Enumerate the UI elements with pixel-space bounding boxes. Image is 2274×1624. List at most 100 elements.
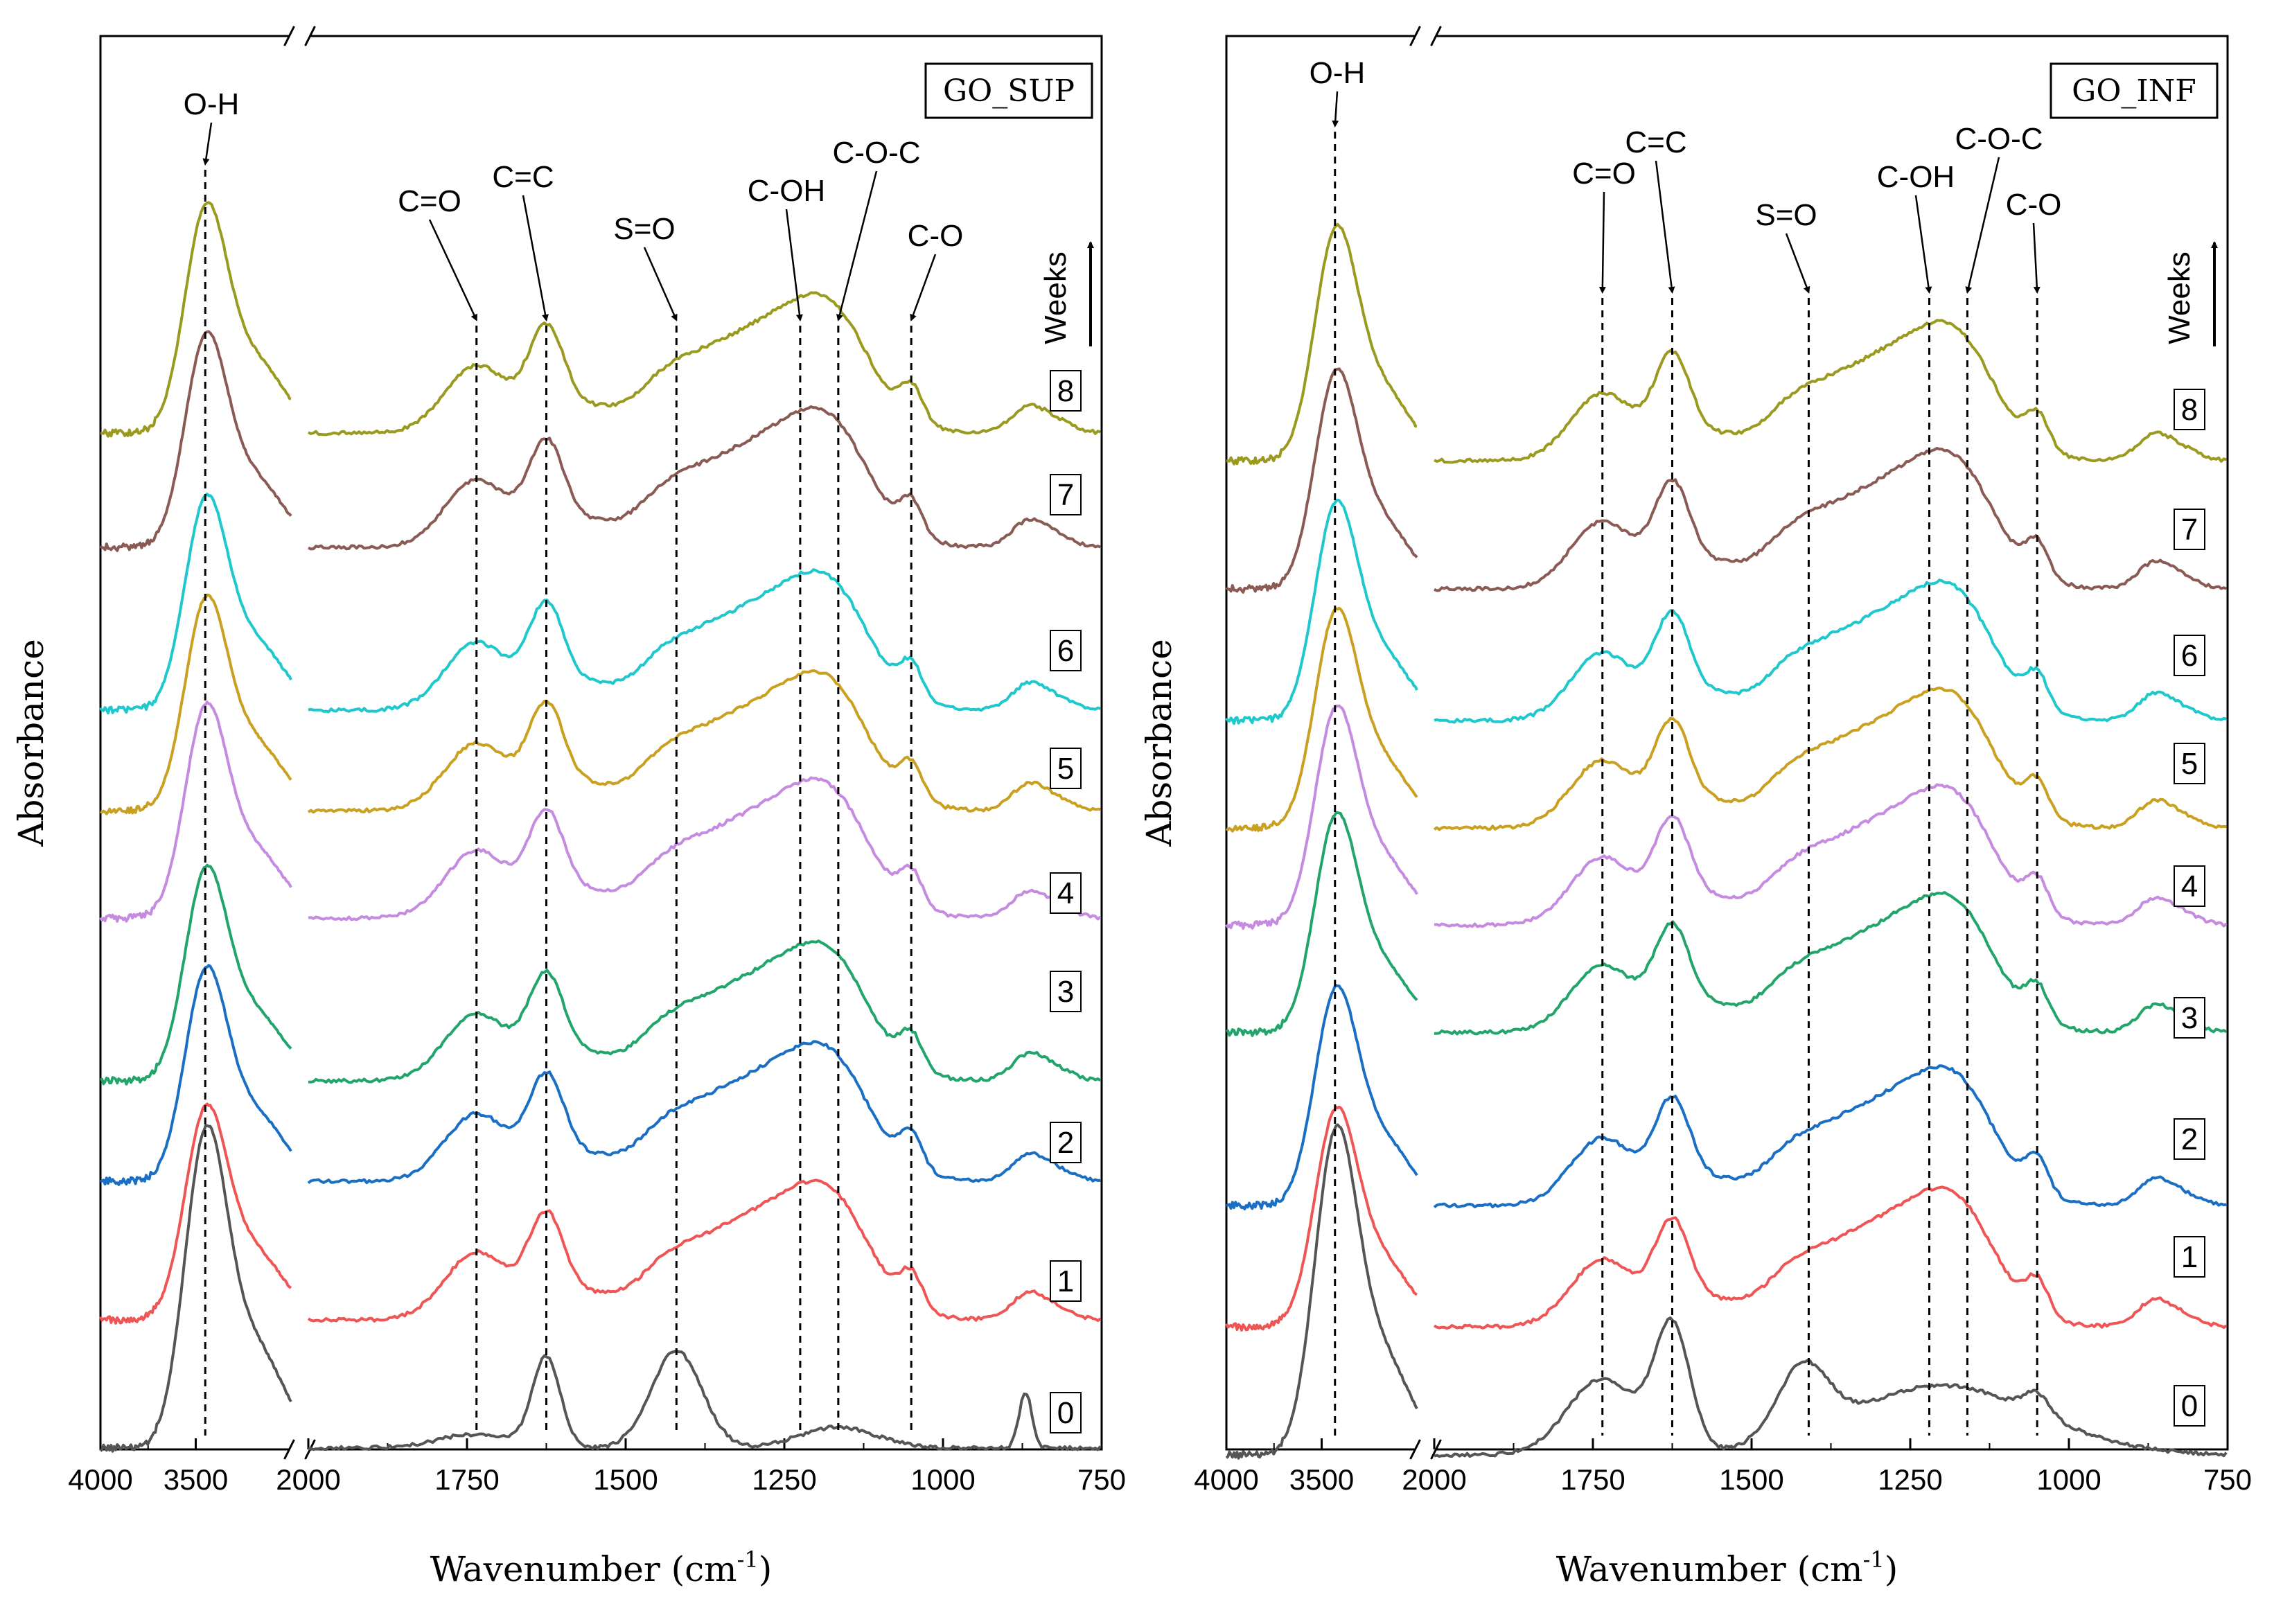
x-axis-title-close: )	[1885, 1549, 1898, 1589]
peak-label-O-H: O-H	[184, 87, 240, 121]
week-label-1: 1	[2181, 1240, 2198, 1274]
spectrum-week-5	[1433, 686, 2227, 831]
x-tick-label: 1500	[1719, 1463, 1783, 1496]
x-tick-label: 1000	[910, 1463, 975, 1496]
peak-arrow-C=C	[1655, 160, 1675, 294]
peak-label-C=O: C=O	[1572, 157, 1636, 191]
spectrum-week-1-oh-region	[99, 1102, 292, 1325]
x-axis-title-close: )	[759, 1549, 773, 1589]
week-label-8: 8	[2181, 393, 2198, 427]
x-tick-label: 750	[1077, 1463, 1126, 1496]
week-label-3: 3	[2181, 1001, 2198, 1035]
spectrum-week-3	[1434, 891, 2228, 1036]
peak-arrow-C-O	[2032, 222, 2041, 294]
spectrum-week-6-oh-region	[99, 493, 292, 715]
spectrum-week-7-oh-region	[99, 330, 292, 552]
week-label-box	[2174, 1236, 2205, 1278]
spectrum-week-0-oh-region	[99, 1124, 292, 1453]
week-label-box	[2174, 635, 2205, 676]
week-label-1: 1	[1057, 1264, 1074, 1298]
axis-break-gap	[1416, 32, 1436, 40]
weeks-label: Weeks	[2162, 251, 2196, 344]
week-label-box	[1050, 748, 1082, 789]
spectrum-week-2	[307, 1040, 1101, 1185]
week-label-6: 6	[1057, 634, 1074, 668]
spectrum-week-3	[308, 939, 1102, 1084]
x-tick-label: 1750	[1560, 1463, 1625, 1496]
panel-title-box	[2050, 62, 2219, 119]
x-axis-title-sup: -1	[1863, 1546, 1885, 1573]
spectrum-week-5-oh-region	[100, 593, 292, 815]
week-label-box	[1050, 971, 1082, 1012]
peak-label-C-OH: C-OH	[1877, 160, 1955, 194]
y-axis-title: Absorbance	[11, 639, 51, 847]
peak-label-O-H: O-H	[1310, 56, 1366, 90]
x-tick-label: 4000	[1194, 1463, 1258, 1496]
axis-break-gap	[290, 32, 310, 40]
week-label-box	[1050, 370, 1082, 412]
spectrum-week-2	[1433, 1064, 2227, 1209]
week-label-box	[2174, 743, 2205, 784]
axis-break-mark	[304, 26, 316, 46]
spectrum-week-1-oh-region	[1225, 1105, 1418, 1332]
spectrum-week-8	[308, 291, 1101, 436]
x-tick-label: 1500	[593, 1463, 658, 1496]
spectrum-week-0	[308, 1349, 1102, 1451]
week-label-4: 4	[2181, 870, 2198, 903]
x-tick-label: 4000	[68, 1463, 132, 1496]
peak-arrow-S=O	[643, 247, 678, 321]
week-label-7: 7	[1057, 478, 1074, 512]
week-label-5: 5	[1057, 752, 1074, 786]
spectrum-week-4-oh-region	[99, 700, 292, 923]
week-label-3: 3	[1057, 975, 1074, 1009]
week-label-0: 0	[2181, 1389, 2198, 1423]
peak-arrow-C-OH	[1914, 195, 1932, 294]
spectrum-week-0-oh-region	[1225, 1123, 1418, 1460]
spectrum-week-7-oh-region	[1225, 367, 1418, 594]
peak-arrow-O-H	[202, 122, 213, 166]
peak-label-S=O: S=O	[613, 212, 675, 246]
panel-go-sup: 4000 3500 2000 1750 1500 1250 1000 750Wavenumbe…	[11, 26, 1126, 1589]
axis-break-mark	[283, 26, 295, 46]
axis-break-gap	[1416, 1445, 1436, 1454]
plot-frame	[1225, 35, 2229, 1451]
panel-title: GO_INF	[2072, 73, 2196, 109]
week-label-0: 0	[1057, 1396, 1074, 1430]
x-tick-label: 1250	[752, 1463, 816, 1496]
week-label-box	[2174, 997, 2205, 1039]
x-tick-label: 3500	[1289, 1463, 1354, 1496]
x-tick-label: 3500	[164, 1463, 228, 1496]
peak-label-C-O: C-O	[908, 219, 964, 253]
spectrum-week-3-oh-region	[1226, 811, 1418, 1037]
spectrum-week-6-oh-region	[1225, 498, 1418, 725]
week-label-box	[1050, 474, 1082, 515]
peak-arrow-S=O	[1785, 233, 1810, 294]
week-label-box	[2174, 1118, 2205, 1160]
peak-arrow-C=C	[522, 195, 549, 321]
spectrum-week-7	[1434, 447, 2227, 592]
peak-label-C-OH: C-OH	[748, 174, 825, 208]
spectrum-week-2-oh-region	[1226, 984, 1418, 1210]
week-label-4: 4	[1057, 876, 1074, 910]
peak-label-C-O-C: C-O-C	[1955, 122, 2043, 156]
peak-label-C=O: C=O	[398, 184, 461, 218]
spectrum-week-2-oh-region	[100, 964, 292, 1186]
spectrum-week-5-oh-region	[1226, 606, 1418, 833]
panel-title-box	[924, 62, 1093, 119]
week-label-box	[2174, 1385, 2205, 1427]
peak-label-C-O-C: C-O-C	[832, 136, 920, 170]
x-axis-title-main: Wavenumber (cm	[1556, 1549, 1863, 1589]
peak-arrow-O-H	[1332, 91, 1339, 127]
week-label-box	[1050, 1392, 1082, 1433]
week-label-2: 2	[1057, 1126, 1074, 1160]
week-label-6: 6	[2181, 639, 2198, 673]
spectrum-week-4	[1434, 783, 2228, 928]
spectrum-week-6	[308, 568, 1101, 714]
axis-break-gap	[290, 1445, 310, 1454]
peak-arrow-C-OH	[785, 209, 803, 321]
week-label-box	[2174, 389, 2205, 430]
x-tick-label: 2000	[1402, 1463, 1466, 1496]
week-label-8: 8	[1057, 374, 1074, 408]
spectrum-week-1	[307, 1179, 1102, 1323]
